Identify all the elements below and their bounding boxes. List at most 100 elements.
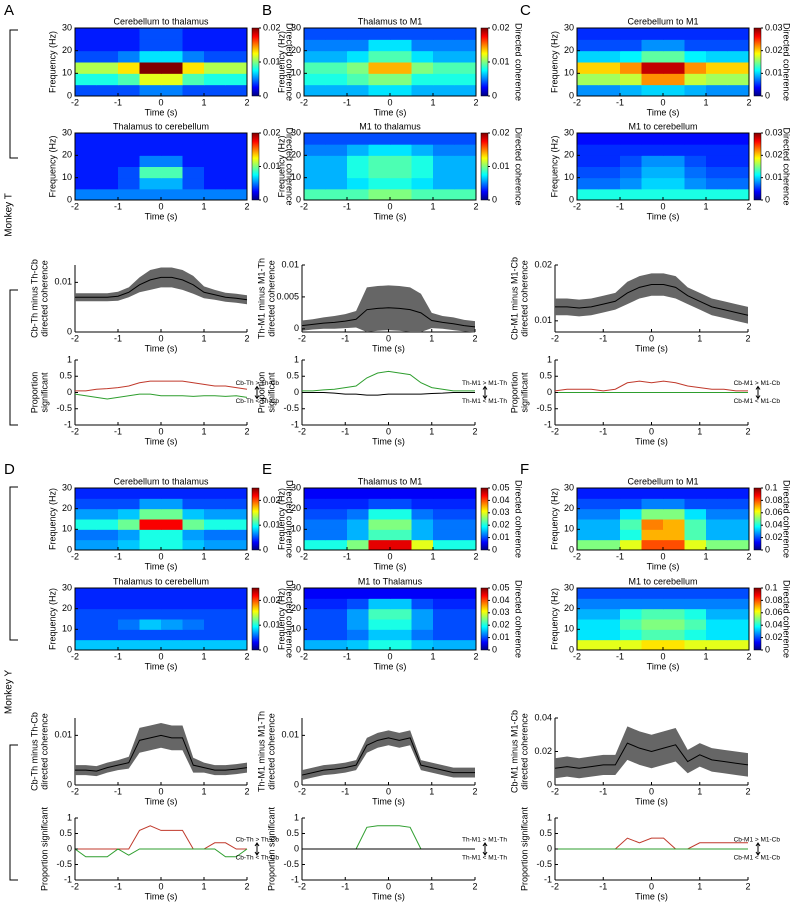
heat-cell (304, 188, 326, 201)
heat-cell (325, 488, 348, 499)
heat-cell (96, 488, 119, 499)
heat-cell (347, 133, 369, 145)
heat-cell (684, 144, 707, 156)
colorbar-tick-label: 0.02 (765, 532, 783, 542)
heat-cell (727, 529, 750, 541)
series-line (555, 837, 748, 850)
x-tick-label: 2 (472, 881, 477, 891)
heat-cell (139, 639, 162, 651)
heat-cell (304, 529, 326, 541)
heat-cell (411, 166, 434, 179)
x-tick-label: -1 (599, 333, 607, 343)
y-tick-label: 0.5 (286, 828, 299, 838)
y-tick-label: 0 (294, 387, 299, 397)
heat-cell (433, 519, 455, 530)
heat-cell (325, 188, 348, 201)
y-tick-label: 30 (291, 22, 301, 32)
heat-cell (161, 608, 183, 620)
y-tick-label: 30 (291, 482, 301, 492)
heat-cell (225, 508, 248, 520)
heat-cell (75, 73, 97, 86)
heat-cell (182, 608, 205, 620)
y-tick-label: 20 (564, 45, 574, 55)
heat-cell (182, 50, 205, 63)
heat-cell (118, 508, 140, 520)
error-band (75, 267, 247, 305)
panel-letter: F (520, 461, 529, 478)
heat-cell (433, 28, 455, 40)
heat-cell (641, 28, 664, 40)
heat-cell (598, 629, 621, 641)
heat-cell (577, 519, 599, 530)
y-tick-label: 20 (62, 603, 72, 613)
heat-cell (368, 519, 391, 530)
heat-cell (598, 639, 621, 651)
colorbar-tick-label: 0.02 (492, 520, 510, 530)
heat-cell (684, 50, 707, 63)
heat-cell (454, 539, 477, 551)
y-tick-label: 30 (62, 127, 72, 137)
y-axis-label: Frequency (Hz) (276, 588, 286, 650)
annotation: Th-M1 < M1-Th (462, 398, 507, 405)
x-tick-label: 0 (660, 551, 665, 561)
heat-cell (706, 519, 728, 530)
heat-cell (727, 588, 750, 599)
heat-cell (347, 529, 369, 541)
heat-cell (727, 166, 750, 179)
heat-cell (182, 166, 205, 179)
heat-cell (118, 84, 140, 97)
colorbar-label: Directed coherence (514, 127, 524, 205)
y-tick-label: 10 (62, 624, 72, 634)
x-tick-label: 1 (703, 201, 708, 211)
heat-cell (161, 629, 183, 641)
y-axis-label: Cb-Th minus Th-Cb (29, 259, 39, 338)
heat-cell (598, 498, 621, 510)
heat-cell (706, 28, 728, 40)
heat-cell (304, 73, 326, 86)
bracket (9, 486, 18, 881)
y-tick-label: -1 (544, 419, 552, 429)
colorbar-tick-label: 0.1 (765, 482, 778, 492)
heat-cell (598, 73, 621, 86)
annotation: Cb-M1 < M1-Cb (734, 855, 781, 862)
heat-cell (347, 84, 369, 97)
heat-cell (433, 177, 455, 190)
heat-cell (139, 488, 162, 499)
x-tick-label: 0 (649, 786, 654, 796)
heat-cell (433, 619, 455, 630)
heat-cell (390, 188, 412, 201)
x-axis-label: Time (s) (647, 661, 680, 671)
x-tick-label: 1 (703, 651, 708, 661)
x-tick-label: 2 (244, 426, 249, 436)
error-band (555, 273, 748, 324)
heat-cell (663, 28, 685, 40)
y-tick-label: 1 (547, 354, 552, 364)
colorbar-tick-label: 0.01 (263, 161, 281, 171)
colorbar-label: Directed coherence (782, 580, 792, 658)
heat-cell (75, 519, 97, 530)
y-axis-label: Frequency (Hz) (47, 488, 57, 550)
heat-cell (727, 508, 750, 520)
heat-cell (96, 519, 119, 530)
colorbar-tick-label: 0.02 (263, 495, 281, 505)
heat-cell (684, 28, 707, 40)
chart-title: Cerebellum to M1 (627, 16, 698, 26)
annotation: Th-M1 > M1-Th (462, 837, 507, 844)
heat-cell (411, 28, 434, 40)
heat-cell (727, 539, 750, 551)
y-tick-label: 0.04 (534, 712, 552, 722)
heat-cell (182, 188, 205, 201)
heat-cell (706, 188, 728, 201)
x-tick-label: -2 (298, 786, 306, 796)
heat-cell (663, 498, 685, 510)
heat-cell (454, 62, 477, 74)
heat-cell (411, 519, 434, 530)
heat-cell (454, 166, 477, 179)
heat-cell (161, 177, 183, 190)
heat-cell (182, 155, 205, 167)
heat-cell (663, 188, 685, 201)
heat-cell (433, 50, 455, 63)
x-axis-label: Time (s) (635, 796, 668, 806)
heat-cell (204, 598, 226, 610)
